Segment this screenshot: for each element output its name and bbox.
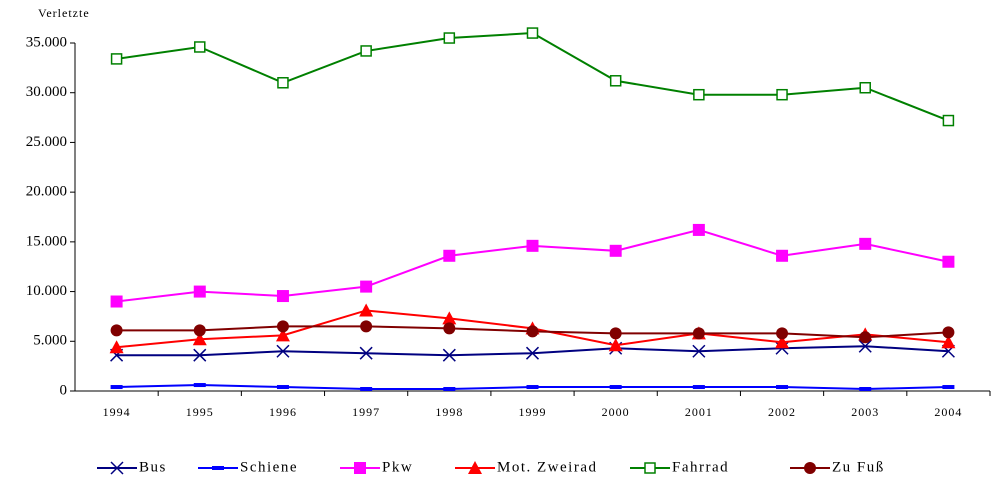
- point: [277, 77, 289, 89]
- point: [942, 255, 955, 268]
- x-tick-label: 1998: [435, 405, 463, 419]
- point: [692, 344, 706, 358]
- point: [609, 75, 622, 87]
- point: [443, 249, 456, 262]
- legend-label: Fahrrad: [672, 459, 729, 475]
- y-tick-label: 10.000: [26, 283, 67, 299]
- point: [941, 335, 956, 349]
- legend-label: Pkw: [382, 459, 413, 475]
- point: [192, 332, 207, 346]
- point: [276, 290, 289, 303]
- y-tick-label: 0: [60, 382, 68, 398]
- point: [608, 338, 623, 352]
- point: [359, 303, 374, 317]
- point: [775, 335, 790, 349]
- point: [692, 327, 705, 340]
- point: [360, 45, 372, 57]
- point: [776, 385, 789, 390]
- legend-marker: [110, 461, 124, 475]
- point: [776, 88, 788, 101]
- legend-marker: [354, 462, 366, 474]
- legend-label: Zu Fuß: [832, 459, 885, 475]
- point: [276, 344, 290, 358]
- legend-marker: [212, 466, 224, 470]
- point: [360, 280, 373, 293]
- point: [275, 328, 290, 342]
- legend-marker: [644, 462, 656, 474]
- point: [859, 81, 871, 94]
- point: [443, 387, 456, 392]
- y-axis-label: Verletzte: [38, 6, 90, 20]
- y-tick-label: 35.000: [26, 34, 67, 50]
- point: [858, 339, 872, 353]
- point: [443, 32, 456, 44]
- x-tick-label: 2004: [934, 405, 962, 419]
- point: [443, 322, 456, 335]
- point: [193, 324, 206, 337]
- point: [526, 385, 539, 390]
- point: [109, 340, 124, 354]
- point: [442, 311, 457, 325]
- point: [193, 383, 206, 388]
- point: [110, 324, 123, 337]
- y-tick-label: 15.000: [26, 233, 67, 249]
- point: [942, 326, 955, 339]
- point: [776, 249, 789, 262]
- legend-label: Bus: [139, 459, 167, 475]
- x-tick-label: 2000: [602, 405, 630, 419]
- point: [526, 27, 539, 39]
- point: [942, 385, 955, 390]
- y-tick-label: 20.000: [26, 184, 67, 200]
- point: [859, 237, 872, 250]
- point: [360, 320, 373, 333]
- point: [194, 41, 206, 53]
- legend-marker: [468, 461, 482, 474]
- point: [609, 244, 622, 257]
- point: [693, 88, 705, 101]
- point: [609, 385, 622, 390]
- point: [942, 114, 955, 127]
- legend-label: Schiene: [240, 459, 298, 475]
- point: [276, 320, 289, 333]
- x-tick-label: 1994: [103, 405, 131, 419]
- y-tick-label: 30.000: [26, 84, 67, 100]
- point: [526, 325, 539, 338]
- x-tick-label: 1997: [352, 405, 380, 419]
- point: [609, 327, 622, 340]
- point: [859, 331, 872, 344]
- legend-marker: [804, 462, 816, 474]
- y-tick-label: 5.000: [33, 333, 67, 349]
- legend-label: Mot. Zweirad: [497, 459, 597, 475]
- point: [776, 327, 789, 340]
- point: [526, 239, 539, 252]
- series-line: [116, 32, 949, 122]
- x-tick-label: 2001: [685, 405, 713, 419]
- point: [276, 385, 289, 390]
- x-tick-label: 1996: [269, 405, 297, 419]
- point: [525, 346, 540, 360]
- point: [692, 385, 705, 390]
- x-tick-label: 1999: [519, 405, 547, 419]
- point: [442, 348, 456, 362]
- point: [110, 385, 123, 390]
- point: [692, 223, 705, 236]
- y-tick-label: 25.000: [26, 134, 67, 150]
- x-tick-label: 2002: [768, 405, 796, 419]
- point: [110, 295, 123, 308]
- point: [360, 387, 373, 392]
- point: [193, 285, 206, 298]
- x-tick-label: 2003: [851, 405, 879, 419]
- point: [110, 53, 123, 65]
- point: [359, 346, 373, 360]
- x-tick-label: 1995: [186, 405, 214, 419]
- point: [859, 387, 872, 392]
- point: [193, 348, 207, 362]
